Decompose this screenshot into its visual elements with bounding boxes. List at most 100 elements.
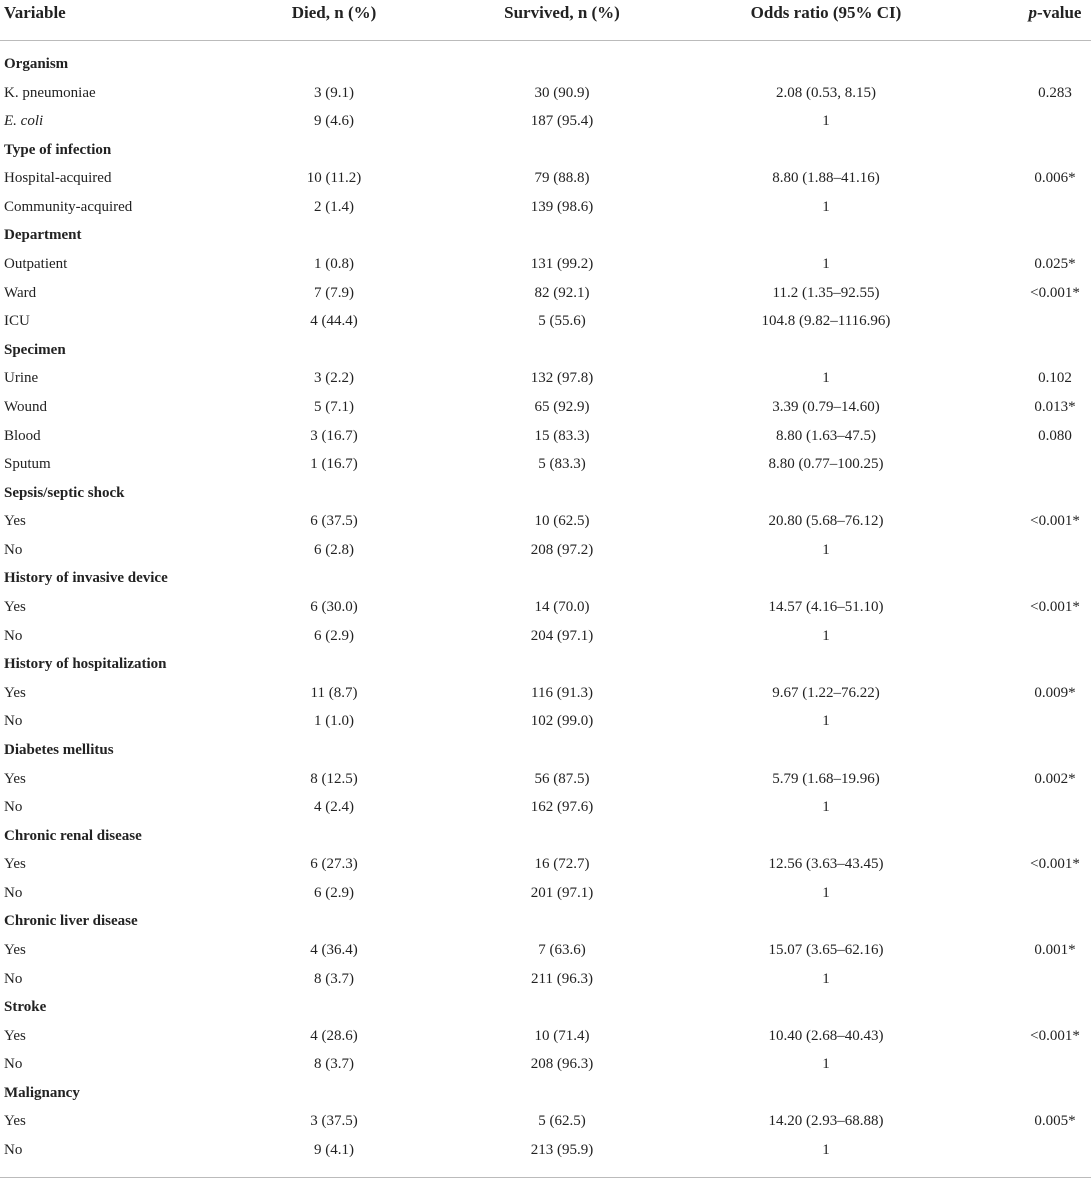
table-cell: 10.40 (2.68–40.43) <box>768 1027 884 1044</box>
table-cell: 2 (1.4) <box>314 198 354 215</box>
table-cell: 5 (55.6) <box>538 313 586 330</box>
row-label: Outpatient <box>4 256 68 273</box>
row-label: No <box>4 541 23 558</box>
table-cell: 1 <box>822 370 830 387</box>
table-cell: 14 (70.0) <box>534 599 590 616</box>
table-cell: 8 (3.7) <box>314 1056 354 1073</box>
table-cell: 1 <box>822 627 830 644</box>
table-cell: 10 (62.5) <box>534 513 590 530</box>
row-label: No <box>4 1056 23 1073</box>
table-cell: 2.08 (0.53, 8.15) <box>776 84 876 101</box>
table-cell: 139 (98.6) <box>530 198 594 215</box>
section-title: Type of infection <box>4 141 112 158</box>
table-cell: 0.013* <box>1034 398 1076 415</box>
row-label: Yes <box>4 856 26 873</box>
section-title: Chronic liver disease <box>4 913 138 930</box>
table-cell: 6 (2.8) <box>314 541 354 558</box>
row-label: No <box>4 713 23 730</box>
table-cell: 6 (30.0) <box>310 599 358 616</box>
table-cell: 3 (9.1) <box>314 84 354 101</box>
column-header: Variable <box>4 3 66 22</box>
table-cell: 11 (8.7) <box>310 684 358 701</box>
table-cell: <0.001* <box>1030 284 1080 301</box>
table-cell: 3 (37.5) <box>310 1113 358 1130</box>
table-cell: 56 (87.5) <box>534 770 590 787</box>
section-title: Specimen <box>4 341 66 358</box>
table-cell: 0.283 <box>1038 84 1072 101</box>
table-cell: 1 <box>822 113 830 130</box>
table-cell: 104.8 (9.82–1116.96) <box>761 313 891 330</box>
table-cell: 3 (16.7) <box>310 427 358 444</box>
row-label: Wound <box>4 398 47 415</box>
header-rule <box>0 40 1091 41</box>
table-cell: 201 (97.1) <box>530 884 594 901</box>
table-cell: 162 (97.6) <box>530 799 594 816</box>
table-cell: 5.79 (1.68–19.96) <box>772 770 880 787</box>
table-cell: 0.102 <box>1038 370 1072 387</box>
row-label: No <box>4 884 23 901</box>
row-label: No <box>4 1142 23 1159</box>
section-title: Diabetes mellitus <box>4 741 114 758</box>
table-cell: <0.001* <box>1030 1027 1080 1044</box>
table-cell: 0.009* <box>1034 684 1076 701</box>
row-label: Community-acquired <box>4 198 133 215</box>
table-cell: 1 (0.8) <box>314 256 354 273</box>
table-cell: 204 (97.1) <box>530 627 594 644</box>
table-cell: 211 (96.3) <box>531 970 593 987</box>
table-cell: 1 <box>822 198 830 215</box>
table-cell: 0.006* <box>1034 170 1076 187</box>
table-cell: 6 (2.9) <box>314 627 354 644</box>
table-cell: 187 (95.4) <box>530 113 594 130</box>
section-title: Department <box>4 227 82 244</box>
row-label: Yes <box>4 770 26 787</box>
column-header: Odds ratio (95% CI) <box>750 3 902 22</box>
table-cell: 15 (83.3) <box>534 427 590 444</box>
row-label: Ward <box>4 284 37 301</box>
table-cell: 8 (3.7) <box>314 970 354 987</box>
table-cell: 213 (95.9) <box>530 1142 594 1159</box>
column-header: p-value <box>1028 3 1082 22</box>
row-label: Sputum <box>4 456 51 473</box>
row-label: ICU <box>4 313 30 330</box>
table-cell: 10 (11.2) <box>306 170 362 187</box>
table-cell: 7 (7.9) <box>314 284 354 301</box>
row-label: Yes <box>4 941 26 958</box>
table-cell: 6 (2.9) <box>314 884 354 901</box>
table-cell: 132 (97.8) <box>530 370 594 387</box>
table-cell: 12.56 (3.63–43.45) <box>768 856 884 873</box>
table-cell: 79 (88.8) <box>534 170 590 187</box>
table-cell: 5 (83.3) <box>538 456 586 473</box>
table-cell: 30 (90.9) <box>534 84 590 101</box>
table-cell: 9.67 (1.22–76.22) <box>772 684 880 701</box>
table-cell: 11.2 (1.35–92.55) <box>772 284 880 301</box>
table-cell: 1 <box>822 970 830 987</box>
row-label: No <box>4 970 23 987</box>
row-label: Yes <box>4 684 26 701</box>
table-cell: 208 (97.2) <box>530 541 594 558</box>
row-label: Hospital-acquired <box>4 170 112 187</box>
table-cell: 14.57 (4.16–51.10) <box>768 599 884 616</box>
row-label: E. coli <box>4 113 44 130</box>
table-cell: 1 <box>822 884 830 901</box>
table-cell: 1 <box>822 541 830 558</box>
table-cell: <0.001* <box>1030 856 1080 873</box>
table-cell: 116 (91.3) <box>531 684 593 701</box>
table-cell: 7 (63.6) <box>538 941 586 958</box>
row-label: Yes <box>4 599 26 616</box>
table-cell: 1 <box>822 799 830 816</box>
table-cell: 5 (7.1) <box>314 398 354 415</box>
table-cell: 0.080 <box>1038 427 1072 444</box>
table-cell: 4 (28.6) <box>310 1027 358 1044</box>
table-cell: 0.005* <box>1034 1113 1076 1130</box>
section-title: Organism <box>4 56 69 72</box>
section-title: Stroke <box>4 999 47 1016</box>
section-title: History of hospitalization <box>4 656 167 673</box>
table-cell: 10 (71.4) <box>534 1027 590 1044</box>
table-cell: 102 (99.0) <box>530 713 594 730</box>
table-cell: 6 (37.5) <box>310 513 358 530</box>
row-label: No <box>4 627 23 644</box>
column-header: Survived, n (%) <box>504 3 620 22</box>
section-title: History of invasive device <box>4 570 168 587</box>
table-cell: 9 (4.1) <box>314 1142 354 1159</box>
